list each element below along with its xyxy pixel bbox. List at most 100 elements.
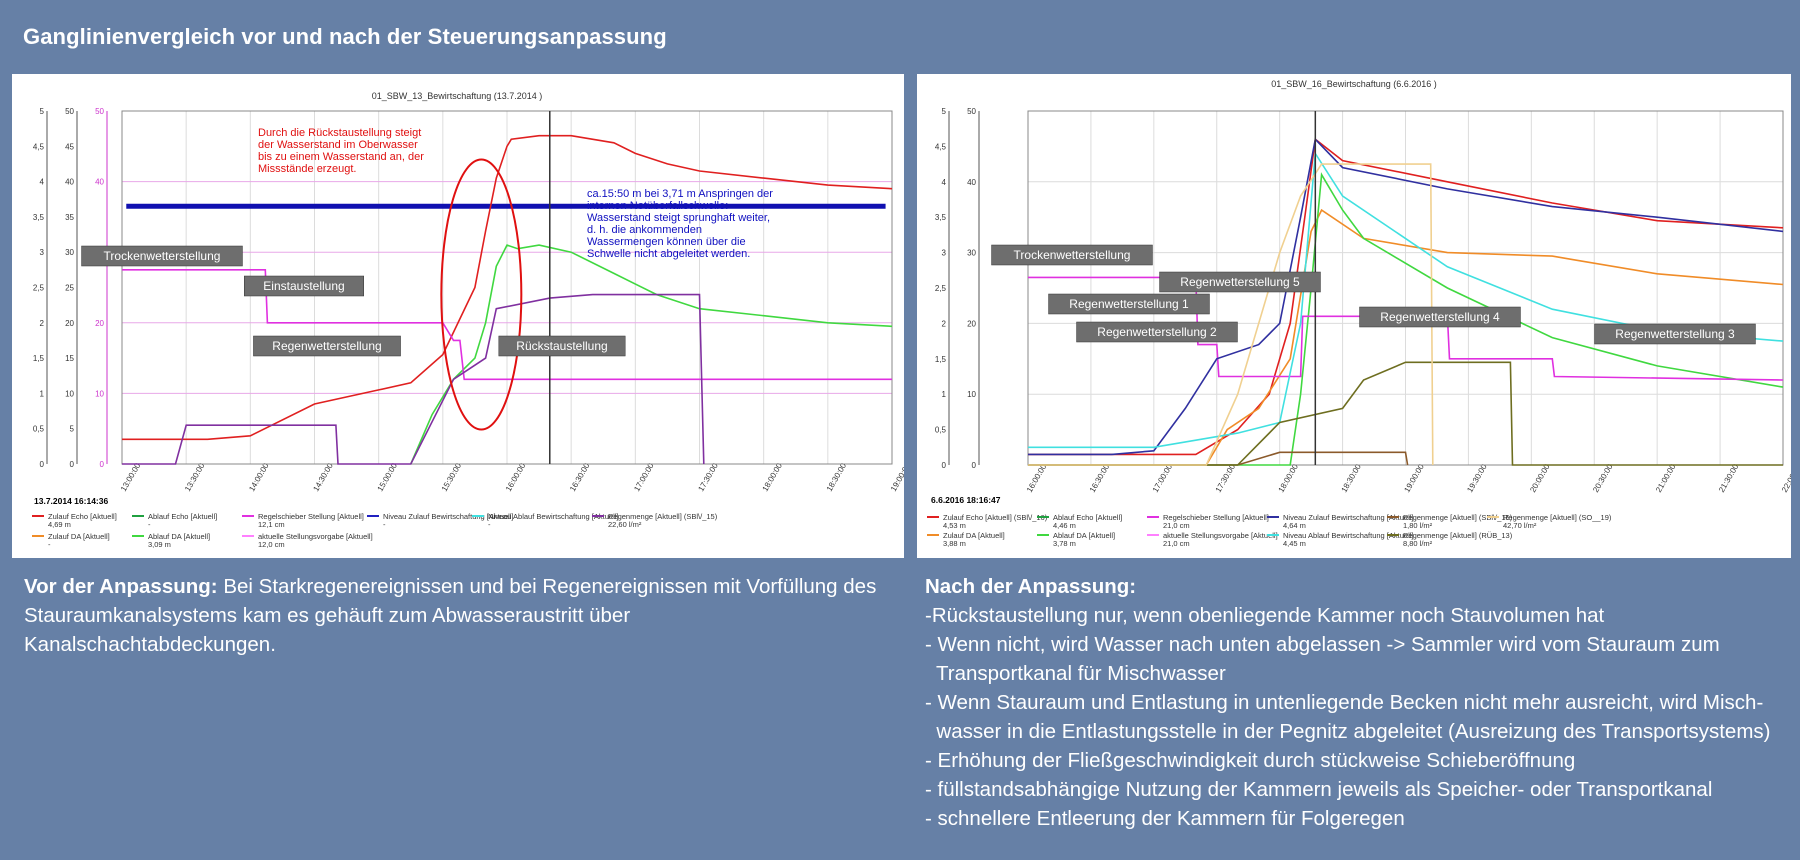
y-tick-label: 10 <box>95 389 104 398</box>
chart-title: 01_SBW_13_Bewirtschaftung (13.7.2014 ) <box>372 91 543 101</box>
y-tick-label: 50 <box>967 107 976 116</box>
legend-value: 3,09 m <box>148 540 171 549</box>
description-after-line: -Rückstaustellung nur, wenn obenliegende… <box>925 604 1605 627</box>
state-label: Einstaustellung <box>263 279 344 293</box>
legend-label: Ablauf DA [Aktuell] <box>1053 531 1115 540</box>
series-line <box>122 134 893 441</box>
y-tick-label: 0,5 <box>33 425 45 434</box>
description-after-line: Transportkanal für Mischwasser <box>925 662 1226 685</box>
description-before: Vor der Anpassung: Bei Starkregenereigni… <box>24 572 884 659</box>
legend-label: Niveau Ablauf Bewirtschaftung [Aktuell] <box>488 512 619 521</box>
annotation-blue-line: Wasserstand steigt sprunghaft weiter, <box>587 212 770 224</box>
highlight-ellipse <box>440 158 523 431</box>
y-tick-label: 5 <box>40 107 45 116</box>
plot-area <box>1027 110 1784 466</box>
chart-panel-before: 01_SBW_13_Bewirtschaftung (13.7.2014 ) 13… <box>12 74 904 558</box>
y-tick-label: 1 <box>942 390 947 399</box>
y-tick-label: 3,5 <box>33 213 45 222</box>
y-tick-label: 1,5 <box>33 354 45 363</box>
plot-area <box>121 110 893 465</box>
legend-value: 8,80 l/m² <box>1403 539 1433 548</box>
x-tick-label: 15:00:00 <box>376 461 400 493</box>
series-line <box>1028 361 1783 466</box>
y-tick-label: 2,5 <box>935 284 947 293</box>
y-tick-label: 1,5 <box>935 355 947 364</box>
y-tick-label: 30 <box>65 248 74 257</box>
legend-value: 21,0 cm <box>1163 521 1190 530</box>
legend-label: Ablauf Echo [Aktuell] <box>1053 513 1122 522</box>
y-tick-label: 4 <box>942 178 947 187</box>
state-label-box <box>498 335 626 357</box>
legend-label: Regenmenge [Aktuell] (RÜB_13) <box>1403 531 1513 540</box>
description-after: Nach der Anpassung: -Rückstaustellung nu… <box>925 572 1785 833</box>
x-tick-label: 18:00:00 <box>761 461 785 493</box>
legend-value: - <box>148 520 151 529</box>
x-tick-label: 18:00:00 <box>1277 462 1301 494</box>
x-tick-label: 17:00:00 <box>632 461 656 493</box>
description-after-line: - füllstandsabhängige Nutzung der Kammer… <box>925 778 1713 801</box>
legend-value: 4,45 m <box>1283 539 1306 548</box>
x-tick-label: 18:30:00 <box>825 461 849 493</box>
y-tick-label: 30 <box>967 249 976 258</box>
state-label-box <box>1359 306 1521 328</box>
annotation-blue-line: ca.15:50 m bei 3,71 m Anspringen der <box>587 188 773 200</box>
y-tick-label: 5 <box>942 107 947 116</box>
x-tick-label: 19:00:00 <box>889 461 904 493</box>
description-before-heading: Vor der Anpassung: <box>24 575 218 598</box>
description-before-body: Bei Starkregenereignissen und bei Regene… <box>24 575 877 656</box>
legend-label: Regelschieber Stellung [Aktuell] <box>258 512 364 521</box>
state-label: Regenwetterstellung 2 <box>1097 325 1217 339</box>
x-tick-label: 17:30:00 <box>1214 462 1238 494</box>
legend-value: 12,1 cm <box>258 520 285 529</box>
annotation-blue-line: internen Notüberfallschwelle: <box>587 200 728 212</box>
legend-label: Niveau Zulauf Bewirtschaftung [Aktuell] <box>1283 513 1413 522</box>
x-tick-label: 13:00:00 <box>119 461 143 493</box>
x-tick-label: 14:30:00 <box>311 461 335 493</box>
state-label-box <box>991 244 1153 266</box>
state-label: Regenwetterstellung 5 <box>1180 275 1300 289</box>
annotation-red-line: der Wasserstand im Oberwasser <box>258 139 418 151</box>
chart-after: 01_SBW_16_Bewirtschaftung (6.6.2016 ) 16:… <box>927 79 1791 548</box>
chart-title: 01_SBW_16_Bewirtschaftung (6.6.2016 ) <box>1271 79 1437 89</box>
y-tick-label: 15 <box>65 354 74 363</box>
series-line <box>1028 163 1434 466</box>
annotation-blue-line: Schwelle nicht abgeleitet werden. <box>587 248 750 260</box>
x-tick-label: 16:30:00 <box>1088 462 1112 494</box>
y-tick-label: 20 <box>967 319 976 328</box>
legend-label: Regenmenge [Aktuell] (SBl\/_15) <box>608 512 718 521</box>
legend-value: - <box>48 540 51 549</box>
x-tick-label: 19:00:00 <box>1402 462 1426 494</box>
state-label-box <box>1159 271 1321 293</box>
legend-value: 3,88 m <box>943 539 966 548</box>
y-tick-label: 3 <box>942 249 947 258</box>
state-label-box <box>1048 293 1210 315</box>
x-tick-label: 19:30:00 <box>1465 462 1489 494</box>
x-tick-label: 22:00:00 <box>1780 462 1791 494</box>
description-after-line: - Erhöhung der Fließgeschwindigkeit durc… <box>925 749 1576 772</box>
y-tick-label: 10 <box>65 389 74 398</box>
y-tick-label: 3,5 <box>935 213 947 222</box>
y-tick-label: 0 <box>40 460 45 469</box>
description-after-line: - Wenn Stauraum und Entlastung in untenl… <box>925 691 1764 714</box>
y-tick-label: 20 <box>65 319 74 328</box>
y-tick-label: 20 <box>95 319 104 328</box>
state-label: Regenwetterstellung 1 <box>1069 297 1189 311</box>
y-tick-label: 50 <box>95 107 104 116</box>
legend-label: Zulauf DA [Aktuell] <box>48 532 110 541</box>
description-after-line: - schnellere Entleerung der Kammern für … <box>925 807 1405 830</box>
legend-label: Zulauf DA [Aktuell] <box>943 531 1005 540</box>
legend-label: Zulauf Echo [Aktuell] <box>48 512 117 521</box>
chart-timestamp: 13.7.2014 16:14:36 <box>34 496 108 506</box>
state-label: Regenwetterstellung 3 <box>1615 327 1735 341</box>
chart-timestamp: 6.6.2016 18:16:47 <box>931 495 1001 505</box>
y-tick-label: 1 <box>40 389 45 398</box>
x-tick-label: 17:30:00 <box>696 461 720 493</box>
y-tick-label: 40 <box>65 178 74 187</box>
legend-label: Ablauf DA [Aktuell] <box>148 532 210 541</box>
y-tick-label: 2,5 <box>33 284 45 293</box>
x-tick-label: 15:30:00 <box>440 461 464 493</box>
series-line <box>410 244 893 465</box>
series-line <box>122 269 892 381</box>
annotation-blue-line: d. h. die ankommenden <box>587 224 702 236</box>
legend-value: 12,0 cm <box>258 540 285 549</box>
